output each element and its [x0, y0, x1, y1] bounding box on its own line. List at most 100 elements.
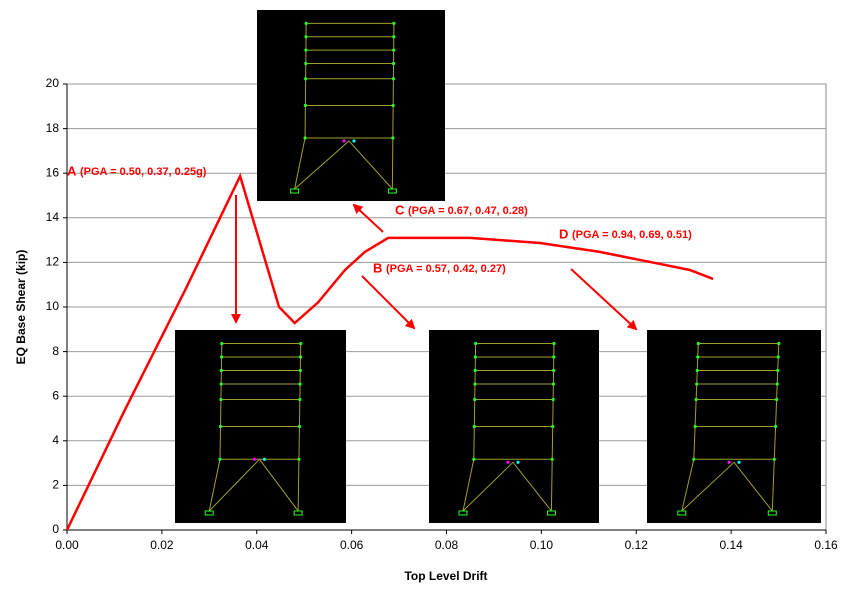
node [392, 62, 395, 65]
x-tick-label: 0.16 [814, 538, 838, 552]
x-tick-label: 0.10 [530, 538, 554, 552]
y-tick-label: 16 [46, 165, 60, 179]
node [474, 355, 477, 358]
x-tick-label: 0.08 [435, 538, 459, 552]
node [697, 342, 700, 345]
inset [175, 330, 346, 523]
y-tick-label: 8 [52, 344, 59, 358]
y-tick-label: 12 [46, 255, 60, 269]
y-tick-label: 20 [46, 76, 60, 90]
node [304, 35, 307, 38]
annotation-text: (PGA = 0.50, 0.37, 0.25g) [80, 166, 207, 178]
y-tick-label: 0 [52, 522, 59, 536]
node [773, 458, 776, 461]
hinge [737, 461, 740, 464]
node [298, 425, 301, 428]
chart: Top Level Drift EQ Base Shear (kip) 0 2 4 6… [0, 0, 846, 587]
annotation-letter: A [67, 163, 77, 178]
node [392, 22, 395, 25]
annotation-letter: C [395, 202, 405, 217]
arrow [571, 269, 636, 329]
hinge [352, 139, 355, 142]
x-tick-label: 0.14 [719, 538, 743, 552]
x-tick-label: 0.06 [340, 538, 364, 552]
y-tick-label: 10 [46, 299, 60, 313]
node [219, 398, 222, 401]
node [303, 136, 306, 139]
node [392, 104, 395, 107]
arrow [362, 276, 414, 328]
node [776, 382, 779, 385]
node [220, 355, 223, 358]
y-tick-label: 6 [52, 388, 59, 402]
node [304, 104, 307, 107]
node [474, 369, 477, 372]
node [551, 458, 554, 461]
node [552, 355, 555, 358]
node [304, 62, 307, 65]
annotation-text: (PGA = 0.57, 0.42, 0.27) [386, 263, 506, 275]
annotation-letter: D [559, 226, 568, 241]
hinge [506, 461, 509, 464]
node [552, 382, 555, 385]
x-tick-label: 0.04 [245, 538, 269, 552]
y-tick-label: 18 [46, 121, 60, 135]
node [552, 369, 555, 372]
x-tick-label: 0.00 [55, 538, 79, 552]
node [474, 342, 477, 345]
node [298, 382, 301, 385]
node [473, 398, 476, 401]
node [552, 398, 555, 401]
node [299, 342, 302, 345]
inset [257, 10, 445, 201]
x-tick-label: 0.02 [150, 538, 174, 552]
hinge [263, 458, 266, 461]
node [693, 425, 696, 428]
node [392, 35, 395, 38]
node [472, 458, 475, 461]
node [297, 458, 300, 461]
node [695, 382, 698, 385]
arrow [354, 205, 383, 232]
y-tick-label: 14 [46, 210, 60, 224]
x-tick-label: 0.12 [625, 538, 649, 552]
node [777, 355, 780, 358]
node [692, 458, 695, 461]
y-axis-title: EQ Base Shear (kip) [14, 250, 28, 365]
annotation-text: (PGA = 0.94, 0.69, 0.51) [572, 229, 692, 241]
annotation-letter: B [373, 260, 382, 275]
node [299, 369, 302, 372]
hinge [253, 458, 256, 461]
node [220, 382, 223, 385]
node [552, 342, 555, 345]
node [304, 49, 307, 52]
node [304, 77, 307, 80]
hinge [342, 139, 345, 142]
node [305, 22, 308, 25]
y-tick-label: 4 [52, 433, 59, 447]
node [220, 369, 223, 372]
node [776, 369, 779, 372]
node [218, 458, 221, 461]
annotation-text: (PGA = 0.67, 0.47, 0.28) [408, 205, 528, 217]
inset [647, 330, 821, 523]
node [777, 342, 780, 345]
node [473, 382, 476, 385]
node [774, 425, 777, 428]
node [696, 355, 699, 358]
y-tick-label: 2 [52, 478, 59, 492]
node [392, 49, 395, 52]
node [391, 136, 394, 139]
node [219, 425, 222, 428]
node [392, 77, 395, 80]
node [298, 398, 301, 401]
x-axis-title: Top Level Drift [404, 569, 487, 583]
hinge [727, 461, 730, 464]
hinge [516, 461, 519, 464]
node [551, 425, 554, 428]
node [299, 355, 302, 358]
node [775, 398, 778, 401]
node [696, 369, 699, 372]
node [220, 342, 223, 345]
node [473, 425, 476, 428]
